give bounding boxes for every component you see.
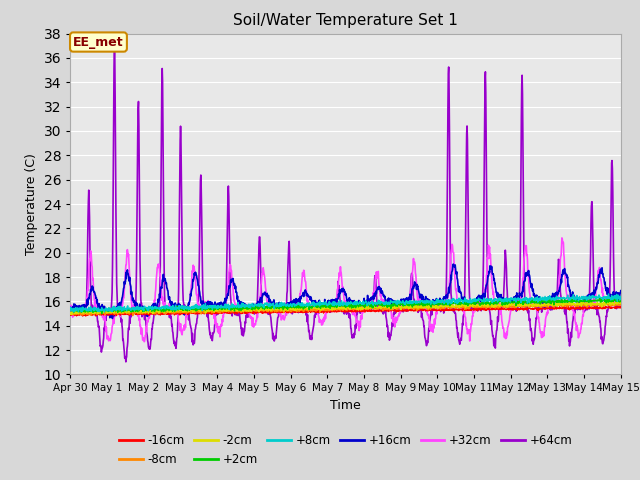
Y-axis label: Temperature (C): Temperature (C) xyxy=(25,153,38,255)
Legend: -16cm, -8cm, -2cm, +2cm, +8cm, +16cm, +32cm, +64cm: -16cm, -8cm, -2cm, +2cm, +8cm, +16cm, +3… xyxy=(115,430,577,471)
Title: Soil/Water Temperature Set 1: Soil/Water Temperature Set 1 xyxy=(233,13,458,28)
Text: EE_met: EE_met xyxy=(73,36,124,48)
X-axis label: Time: Time xyxy=(330,399,361,412)
